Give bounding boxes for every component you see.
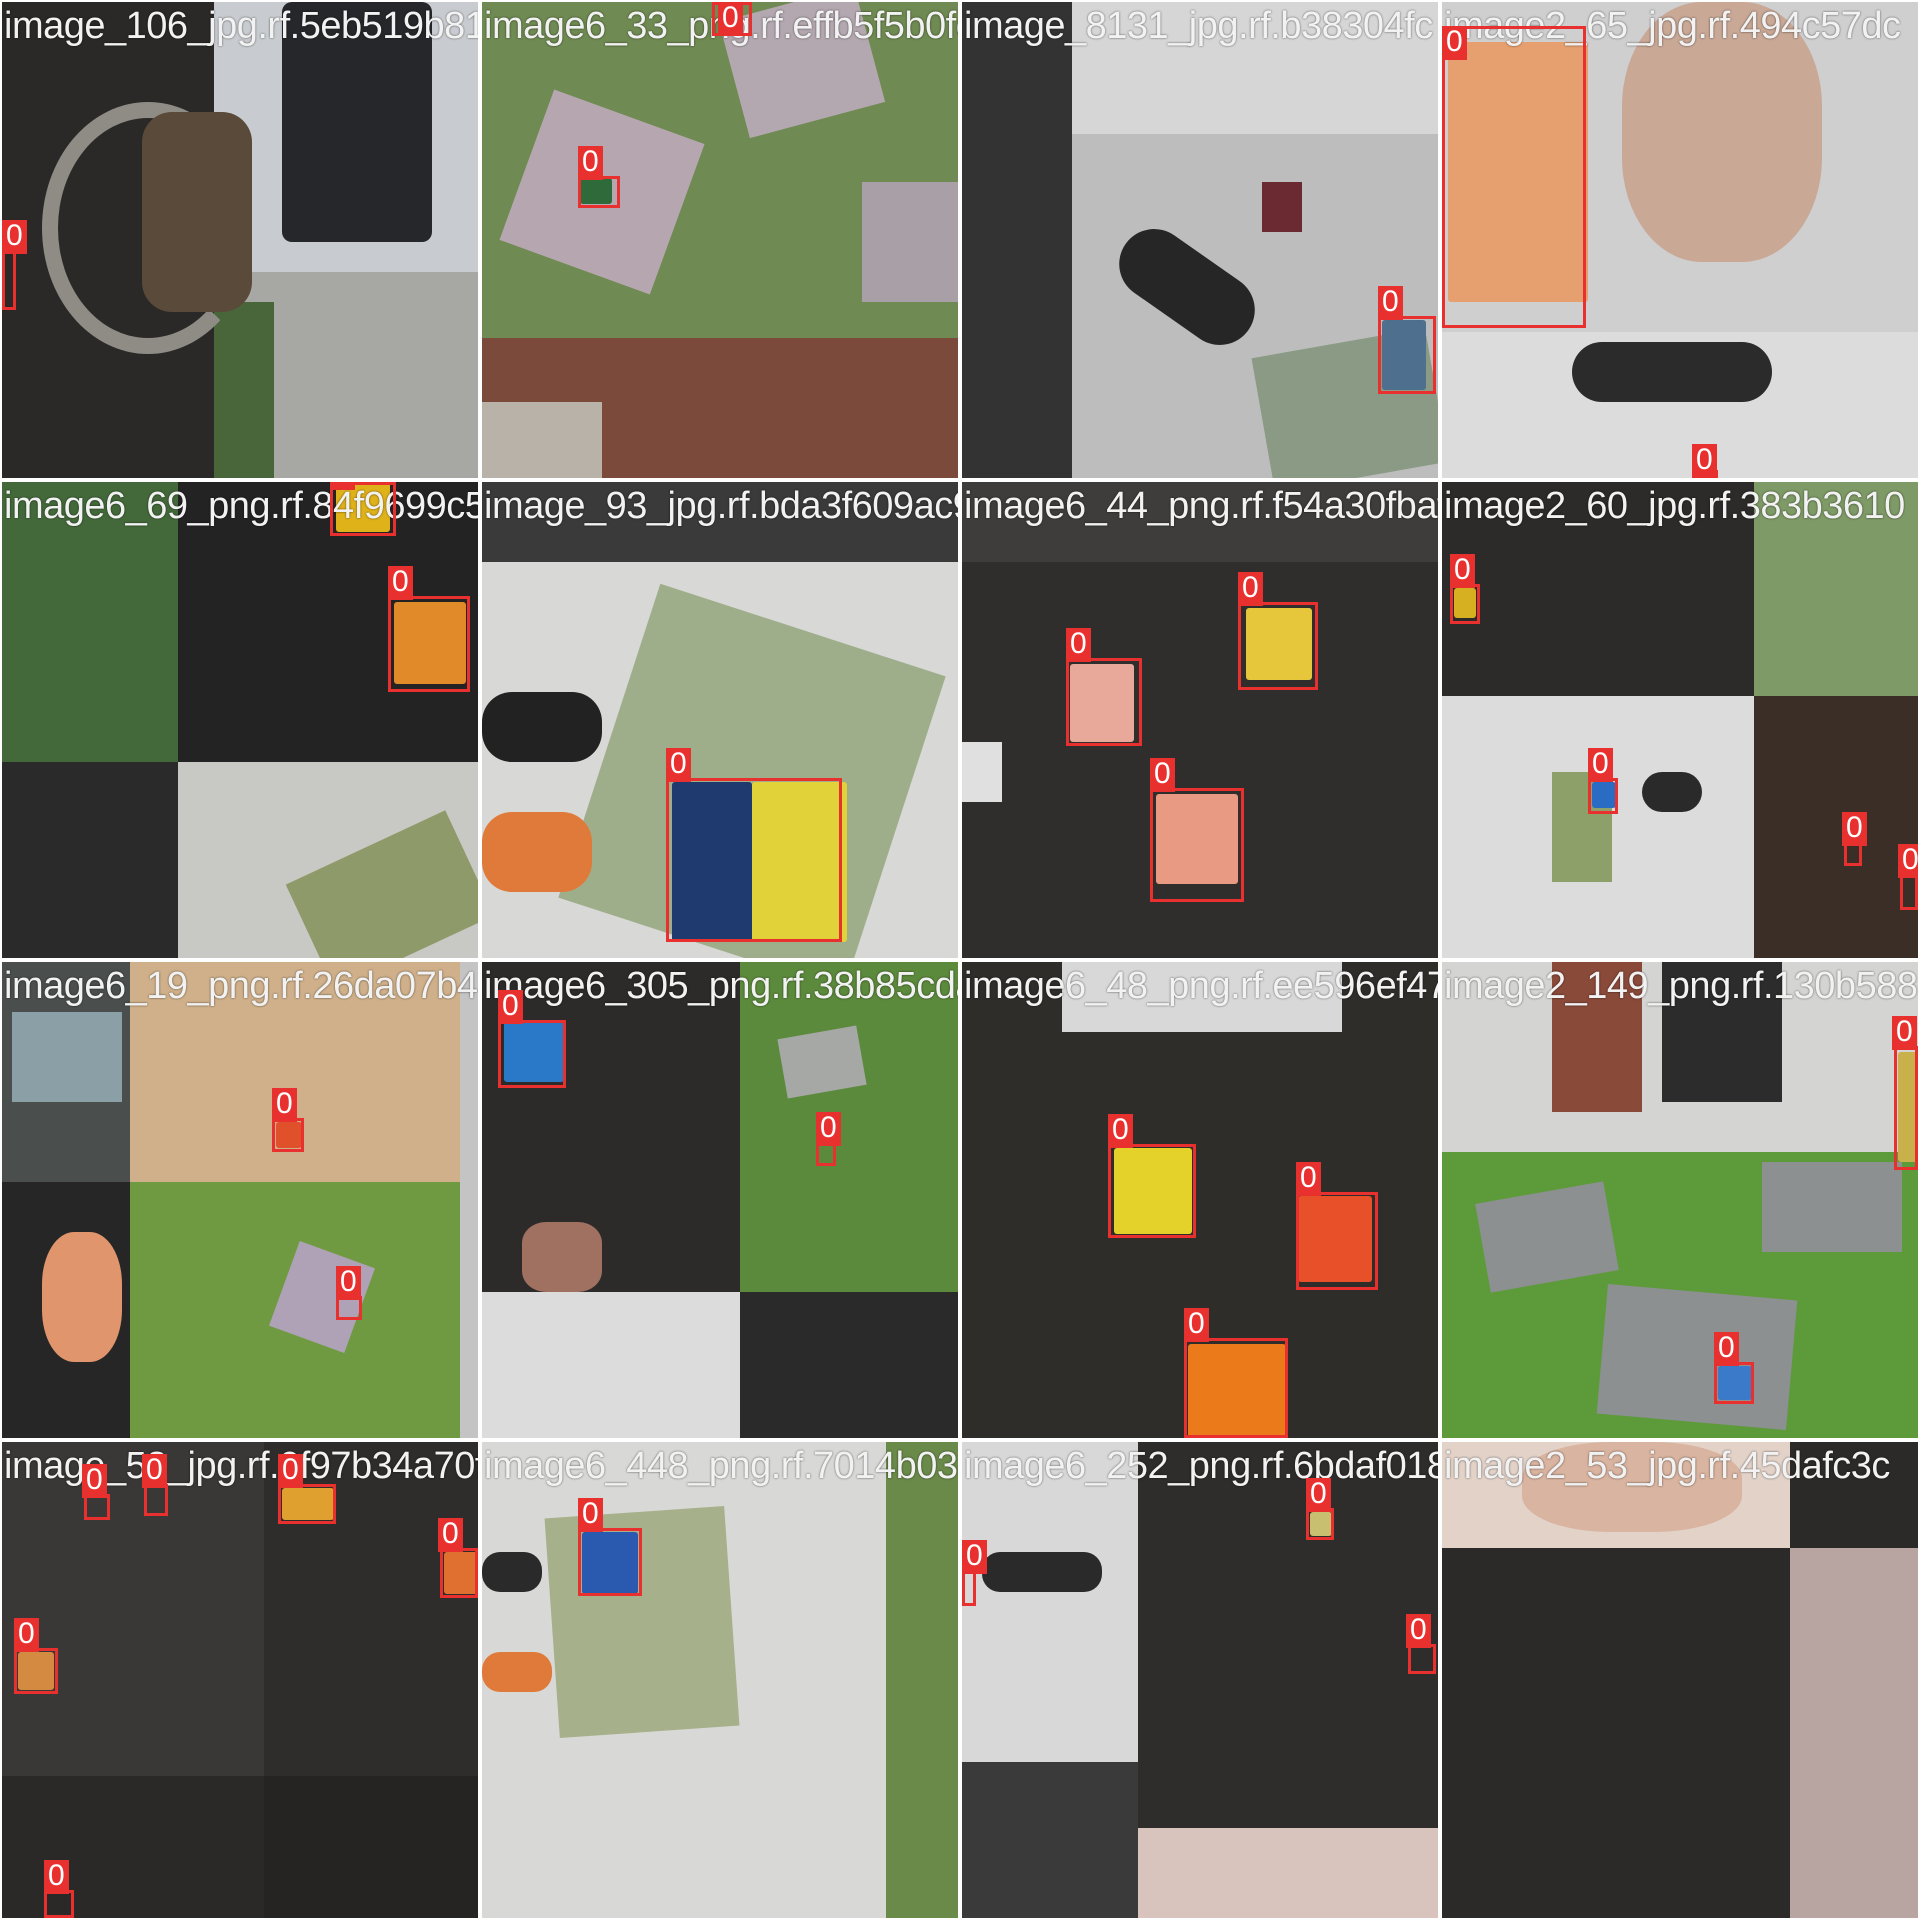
detection-box	[1150, 788, 1244, 902]
detection-box	[1378, 316, 1436, 394]
class-label: 0	[718, 2, 743, 36]
detection-box	[498, 1020, 566, 1088]
class-label: 0	[1406, 1614, 1431, 1648]
mosaic-tile: image6_69_png.rf.84f9699c5a0a96193275c75…	[2, 482, 478, 958]
mosaic-tile: image2_60_jpg.rf.383b3610 0 0 0 0	[1442, 482, 1918, 958]
class-label: 0	[44, 1860, 69, 1894]
class-label: 0	[1692, 444, 1717, 478]
mosaic-tile: image2_149_png.rf.130b588 0 0	[1442, 962, 1918, 1438]
mosaic-tile: image_93_jpg.rf.bda3f609ac9d4fd47a494d6 …	[482, 482, 958, 958]
class-label: 0	[578, 146, 603, 180]
detection-box	[330, 482, 396, 536]
mosaic-tile: image_8131_jpg.rf.b38304fc 0	[962, 2, 1438, 478]
detection-box	[144, 1484, 168, 1516]
class-label: 0	[578, 1498, 603, 1532]
detection-box	[272, 1118, 304, 1152]
mosaic-tile: image_58_jpg.rf.0f97b34a70f80a984c448bb0…	[2, 1442, 478, 1918]
detection-box	[1900, 874, 1918, 910]
detection-box	[578, 176, 620, 208]
class-label: 0	[1450, 554, 1475, 588]
detection-box	[440, 1548, 478, 1598]
class-label: 0	[962, 1540, 987, 1574]
detection-box	[1066, 658, 1142, 746]
mosaic-tile: image6_252_png.rf.6bdaf0186a4b25f55ac9a6…	[962, 1442, 1438, 1918]
detection-box	[1238, 602, 1318, 690]
class-label: 0	[1714, 1332, 1739, 1366]
class-label: 0	[1238, 572, 1263, 606]
detection-box	[1714, 1362, 1754, 1404]
class-label: 0	[1066, 628, 1091, 662]
class-label: 0	[1184, 1308, 1209, 1342]
detection-box	[1894, 1046, 1918, 1170]
detection-box	[1108, 1144, 1196, 1238]
mosaic-tile: image6_448_png.rf.7014b03ec8ed4252d99aff…	[482, 1442, 958, 1918]
class-label: 0	[1306, 1478, 1331, 1512]
detection-box	[666, 778, 842, 942]
class-label: 0	[498, 990, 523, 1024]
detection-box	[1306, 1508, 1334, 1540]
detection-box	[1588, 778, 1618, 814]
detection-box	[1408, 1644, 1436, 1674]
mosaic-tile: image2_53_jpg.rf.45dafc3c	[1442, 1442, 1918, 1918]
class-label: 0	[816, 1112, 841, 1146]
class-label: 0	[1892, 1016, 1917, 1050]
class-label: 0	[1442, 26, 1467, 60]
class-label: 0	[82, 1464, 107, 1498]
detection-box	[1296, 1192, 1378, 1290]
mosaic-tile: image6_19_png.rf.26da07b47174263050aba1f…	[2, 962, 478, 1438]
class-label: 0	[438, 1518, 463, 1552]
detection-box	[14, 1648, 58, 1694]
class-label: 0	[388, 566, 413, 600]
detection-box	[278, 1484, 336, 1524]
class-label: 0	[1296, 1162, 1321, 1196]
class-label: 0	[1150, 758, 1175, 792]
class-label: 0	[278, 1454, 303, 1488]
detection-box	[1442, 26, 1586, 328]
class-label: 0	[1378, 286, 1403, 320]
mosaic-tile: image6_305_png.rf.38b85cdaf1993a145e48f5…	[482, 962, 958, 1438]
class-label: 0	[14, 1618, 39, 1652]
class-label: 0	[1842, 812, 1867, 846]
detection-box	[2, 250, 16, 310]
class-label: 0	[2, 220, 27, 254]
mosaic-tile: image2_65_jpg.rf.494c57dc 0 0	[1442, 2, 1918, 478]
mosaic-tile: image6_44_png.rf.f54a30fbaf3ea57c6641b2d…	[962, 482, 1438, 958]
mosaic-tile: image_106_jpg.rf.5eb519b81389e63366cb5f.…	[2, 2, 478, 478]
class-label: 0	[336, 1266, 361, 1300]
mosaic-tile: image6_48_png.rf.ee596ef47025840249771e8…	[962, 962, 1438, 1438]
class-label: 0	[272, 1088, 297, 1122]
detection-box	[1450, 584, 1480, 624]
class-label: 0	[1588, 748, 1613, 782]
class-label: 0	[1108, 1114, 1133, 1148]
class-label: 0	[142, 1454, 167, 1488]
class-label: 0	[666, 748, 691, 782]
detection-box	[388, 596, 470, 692]
detection-box	[1184, 1338, 1288, 1438]
class-label: 0	[330, 482, 355, 490]
detection-box	[578, 1528, 642, 1596]
detection-box	[44, 1890, 74, 1918]
detection-box	[962, 1570, 976, 1606]
mosaic-tile: image6_33_png.rf.effb5f5b0fed2e688117f0b…	[482, 2, 958, 478]
class-label: 0	[1898, 844, 1918, 878]
